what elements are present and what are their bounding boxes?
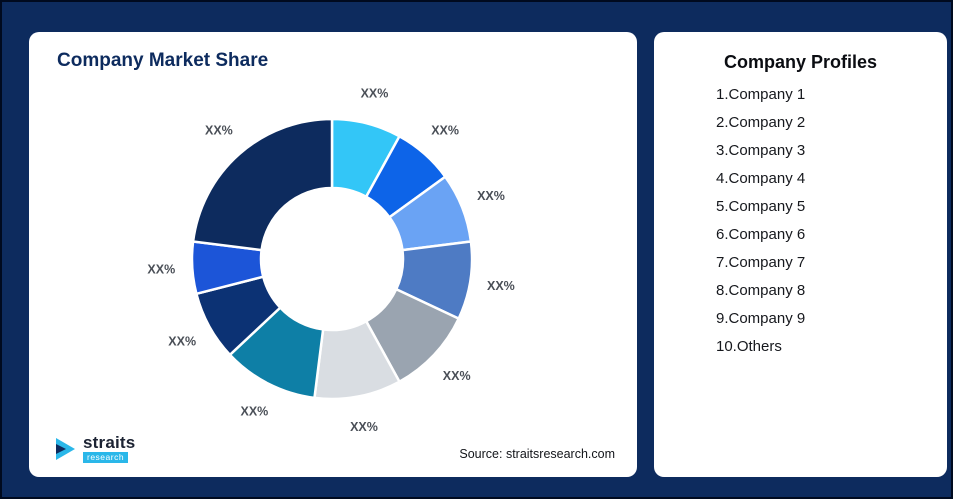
logo-text: straits research [83,434,135,463]
company-list: 1.Company 1 2.Company 2 3.Company 3 4.Compa… [716,86,805,366]
list-item: 10.Others [716,338,782,355]
list-item: 7.Company 7 [716,254,806,271]
straits-research-logo: straits research [55,434,135,463]
source-attribution: Source: straitsresearch.com [459,447,615,461]
slice-label: XX% [205,124,233,138]
list-item: 9.Company 9 [716,310,806,327]
list-item: 6.Company 6 [716,226,806,243]
market-share-panel: Company Market Share XX% XX% XX% XX% XX% XX% X… [29,32,637,477]
slice-label: XX% [361,86,389,100]
market-share-donut-chart: XX% XX% XX% XX% XX% XX% XX% XX% XX% XX% [147,86,515,434]
logo-name: straits [83,433,136,452]
slice-label: XX% [443,369,471,383]
slice-label: XX% [168,334,196,348]
slice-label: XX% [147,263,175,277]
list-item: 2.Company 2 [716,114,806,131]
slice-label: XX% [431,124,459,138]
slice-label: XX% [241,404,269,418]
straits-logo-icon [56,437,75,460]
donut-slice-10 [191,117,334,252]
list-item: 8.Company 8 [716,282,806,299]
slice-label: XX% [487,279,515,293]
list-item: 1.Company 1 [716,86,806,103]
slice-label: XX% [350,420,378,434]
list-item: 3.Company 3 [716,142,806,159]
list-item: 4.Company 4 [716,170,806,187]
profiles-title: Company Profiles [723,52,878,72]
slice-label: XX% [477,189,505,203]
company-profiles-panel: Company Profiles 1.Company 1 2.Company 2 3… [654,32,947,477]
chart-title: Company Market Share [57,50,269,71]
list-item: 5.Company 5 [716,198,806,215]
logo-subtitle: research [83,452,129,463]
